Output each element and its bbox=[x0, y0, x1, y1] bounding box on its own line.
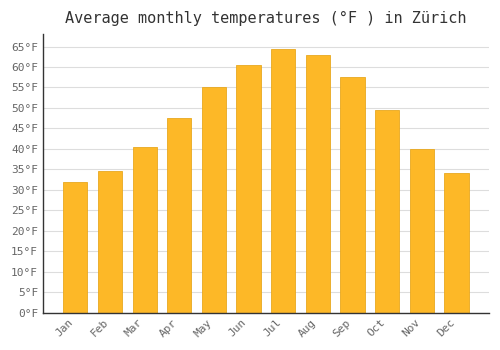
Bar bbox=[167, 118, 192, 313]
Title: Average monthly temperatures (°F ) in Zürich: Average monthly temperatures (°F ) in Zü… bbox=[65, 11, 466, 26]
Bar bbox=[340, 77, 364, 313]
Bar bbox=[444, 174, 468, 313]
Bar bbox=[202, 88, 226, 313]
Bar bbox=[271, 49, 295, 313]
Bar bbox=[236, 65, 260, 313]
Bar bbox=[306, 55, 330, 313]
Bar bbox=[63, 182, 88, 313]
Bar bbox=[132, 147, 157, 313]
Bar bbox=[375, 110, 400, 313]
Bar bbox=[98, 172, 122, 313]
Bar bbox=[410, 149, 434, 313]
